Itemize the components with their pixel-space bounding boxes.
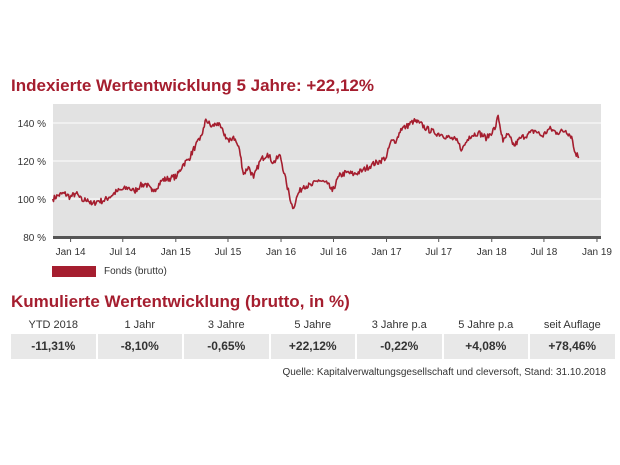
performance-column: YTD 2018 -11,31% bbox=[11, 316, 96, 359]
x-tick-label: Jul 16 bbox=[320, 247, 347, 258]
performance-value: -0,22% bbox=[357, 334, 442, 359]
performance-column: 3 Jahre -0,65% bbox=[184, 316, 269, 359]
performance-period-label: YTD 2018 bbox=[28, 319, 79, 331]
x-tick-label: Jan 19 bbox=[582, 247, 612, 258]
performance-value: +4,08% bbox=[443, 334, 528, 359]
y-tick-label: 80 % bbox=[23, 233, 46, 244]
plot-area bbox=[53, 104, 601, 237]
source-note: Quelle: Kapitalverwaltungsgesellschaft u… bbox=[282, 367, 606, 378]
chart-title: Indexierte Wertentwicklung 5 Jahre: +22,… bbox=[11, 76, 374, 95]
y-tick-label: 120 % bbox=[18, 157, 46, 168]
performance-period-label: 5 Jahre bbox=[294, 319, 332, 331]
performance-period-label: 1 Jahr bbox=[124, 319, 156, 331]
x-tick-label: Jan 14 bbox=[56, 247, 86, 258]
performance-period-label: 5 Jahre p.a bbox=[458, 319, 514, 331]
x-tick-label: Jan 16 bbox=[266, 247, 296, 258]
series-line-fonds bbox=[51, 114, 580, 210]
legend-swatch bbox=[52, 265, 96, 277]
legend-label: Fonds (brutto) bbox=[104, 265, 167, 277]
y-tick-label: 140 % bbox=[18, 119, 46, 130]
performance-value: -0,65% bbox=[184, 334, 269, 359]
performance-value: -8,10% bbox=[97, 334, 182, 359]
performance-column: 1 Jahr -8,10% bbox=[97, 316, 182, 359]
performance-period-label: 3 Jahre bbox=[207, 319, 245, 331]
x-tick-label: Jul 14 bbox=[109, 247, 136, 258]
performance-chart: 80 % 100 % 120 % 140 % Jan 14 Jul 14 Jan 15 Jul… bbox=[18, 104, 612, 258]
performance-value: -11,31% bbox=[11, 334, 96, 359]
performance-value: +78,46% bbox=[530, 334, 615, 359]
performance-column: 3 Jahre p.a -0,22% bbox=[357, 316, 442, 359]
x-axis-line bbox=[53, 236, 601, 239]
performance-table-title: Kumulierte Wertentwicklung (brutto, in %… bbox=[11, 292, 350, 311]
performance-column: 5 Jahre p.a +4,08% bbox=[443, 316, 528, 359]
x-tick-label: Jul 17 bbox=[425, 247, 452, 258]
x-tick-label: Jul 15 bbox=[215, 247, 242, 258]
x-tick-label: Jul 18 bbox=[531, 247, 558, 258]
chart-legend: Fonds (brutto) bbox=[52, 264, 167, 278]
x-tick-label: Jan 15 bbox=[161, 247, 191, 258]
performance-period-label: 3 Jahre p.a bbox=[371, 319, 427, 331]
performance-column: 5 Jahre +22,12% bbox=[270, 316, 355, 359]
x-tick-label: Jan 18 bbox=[477, 247, 507, 258]
performance-column: seit Auflage +78,46% bbox=[530, 316, 615, 359]
performance-table: YTD 2018 -11,31% 1 Jahr -8,10% 3 Jahre -0,65%… bbox=[11, 316, 615, 359]
performance-value: +22,12% bbox=[270, 334, 355, 359]
y-tick-label: 100 % bbox=[18, 195, 46, 206]
performance-period-label: seit Auflage bbox=[543, 319, 601, 331]
x-tick-label: Jan 17 bbox=[372, 247, 402, 258]
